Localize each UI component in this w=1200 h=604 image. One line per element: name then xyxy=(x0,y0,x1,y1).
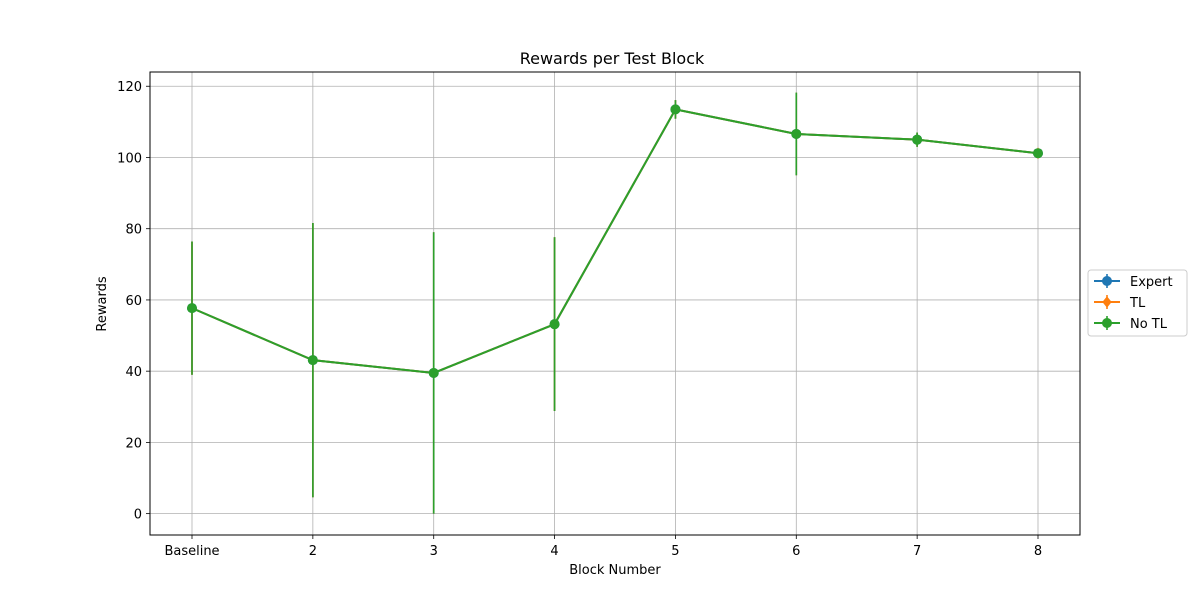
x-tick-label: 7 xyxy=(913,544,921,559)
legend-label: No TL xyxy=(1130,317,1168,332)
legend-marker xyxy=(1102,318,1112,328)
y-tick-label: 60 xyxy=(125,294,142,309)
chart-title: Rewards per Test Block xyxy=(520,49,705,68)
x-tick-label: 2 xyxy=(309,544,317,559)
plot-frame xyxy=(149,71,1081,536)
x-tick-label: Baseline xyxy=(164,544,219,559)
y-tick-label: 80 xyxy=(125,223,142,238)
data-point xyxy=(1033,148,1043,159)
data-point xyxy=(187,303,197,314)
x-axis-label: Block Number xyxy=(569,563,661,578)
series-line xyxy=(191,108,1039,374)
x-tick-label: 5 xyxy=(671,544,679,559)
legend-marker xyxy=(1102,296,1112,308)
legend-box xyxy=(1087,269,1188,337)
data-point xyxy=(307,355,318,366)
data-point xyxy=(791,128,802,139)
y-axis-label: Rewards xyxy=(95,276,110,331)
y-tick-label: 100 xyxy=(117,151,142,166)
y-tick-label: 20 xyxy=(125,436,142,451)
legend-label: TL xyxy=(1129,296,1146,311)
data-point xyxy=(549,319,560,330)
x-tick-label: 8 xyxy=(1034,544,1042,559)
series-layer xyxy=(187,92,1043,514)
data-point xyxy=(912,134,923,145)
data-point xyxy=(428,367,439,378)
data-point xyxy=(670,104,681,115)
x-tick-label: 3 xyxy=(430,544,438,559)
x-tick-label: 4 xyxy=(550,544,558,559)
legend-item: Expert xyxy=(1094,274,1173,290)
series-no-tl xyxy=(187,92,1043,514)
legend-item: TL xyxy=(1094,295,1146,311)
legend: Expert TL No TL xyxy=(1087,269,1188,337)
x-tick-label: 6 xyxy=(792,544,800,559)
legend-marker xyxy=(1102,276,1112,286)
y-tick-label: 120 xyxy=(117,80,142,95)
legend-label: Expert xyxy=(1130,275,1173,290)
y-tick-label: 0 xyxy=(134,508,142,523)
legend-item: No TL xyxy=(1094,316,1168,332)
y-tick-label: 40 xyxy=(125,365,142,380)
